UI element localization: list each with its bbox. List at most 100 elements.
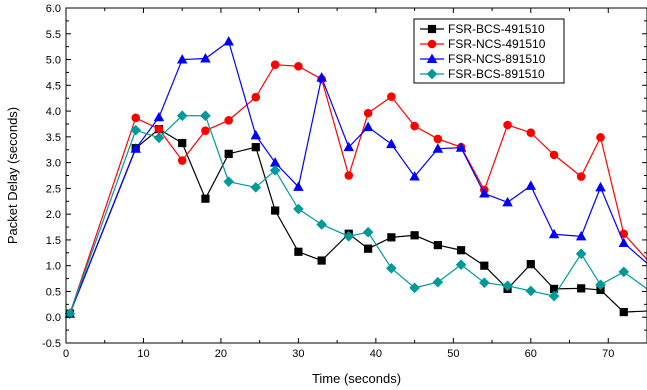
data-point [176,54,188,64]
data-point [548,228,560,239]
data-point [270,60,280,69]
legend-item: FSR-NCS-491510 [420,37,546,51]
data-point [364,244,373,253]
data-point [502,280,513,292]
x-tick-label: 10 [137,348,149,360]
data-point [317,256,326,265]
y-tick-label: 6.0 [46,3,61,15]
data-point [502,196,513,207]
data-point [201,194,210,203]
data-point [153,132,165,144]
data-point [200,110,211,122]
data-point [575,230,587,241]
data-point [433,240,442,250]
legend-item: FSR-BCS-891510 [420,67,545,81]
legend-marker [427,24,437,34]
data-point [577,284,586,293]
data-point [410,231,419,240]
data-point [575,248,587,260]
data-point [316,219,327,230]
data-point [271,206,280,215]
data-point [432,276,444,288]
data-point [201,126,210,135]
y-tick-label: -0.5 [42,338,61,350]
data-point [432,143,444,153]
legend-label: FSR-BCS-891510 [448,67,545,81]
data-point [596,133,605,142]
data-point [526,128,536,138]
data-point [409,171,420,181]
y-tick-label: 1.5 [46,235,61,247]
y-tick-label: 1.0 [46,261,61,273]
data-point [200,53,211,63]
data-point [409,282,420,294]
legend-box [413,18,565,84]
legend-marker [427,39,437,49]
data-point [387,233,396,242]
y-tick-label: 0.5 [46,286,61,298]
data-point [224,116,233,125]
data-point [154,124,164,134]
y-tick-label: 4.5 [46,80,61,92]
data-point [549,150,559,160]
data-point [595,279,606,291]
data-point [130,143,141,153]
data-point [223,176,234,187]
data-point [548,290,560,302]
y-tick-label: 4.0 [46,106,61,118]
data-point [576,172,586,181]
data-point [250,129,262,140]
data-point [294,247,303,256]
data-point [456,246,466,255]
data-point [503,120,512,130]
axes: -0.5 0.0 0.5 1.0 1.5 2.0 2.5 3.0 3.5 4.0 4.5 5.0 5.5… [42,3,647,360]
data-point [293,203,304,215]
series-FSR-BCS-891510 [64,110,647,319]
x-tick-label: 70 [602,348,614,360]
data-point [525,180,537,190]
legend-label: FSR-NCS-491510 [448,37,546,51]
legend-marker [426,68,438,80]
data-point [387,92,396,101]
data-point [251,92,261,102]
data-point [479,277,490,289]
data-point [293,181,304,191]
data-point [595,181,606,192]
data-point [386,138,397,149]
x-axis-title: Time (seconds) [312,371,401,386]
data-point [269,165,281,176]
data-point [251,143,260,152]
y-tick-label: 2.0 [46,209,61,221]
legend-marker [426,53,438,64]
data-point [455,259,467,270]
plot-content [64,36,647,319]
y-tick-label: 3.5 [46,132,61,144]
y-tick-label: 0.0 [46,312,61,324]
data-point [130,124,142,136]
legend-label: FSR-NCS-891510 [448,52,546,66]
series-FSR-NCS-891510 [64,36,647,318]
series-FSR-NCS-491510 [65,60,647,318]
x-tick-label: 0 [63,348,69,360]
legend-item: FSR-NCS-891510 [420,52,546,66]
data-point [178,138,187,148]
y-tick-label: 5.0 [46,55,61,67]
data-point [362,226,374,238]
data-point [316,72,327,82]
data-point [363,108,373,118]
data-point [410,121,419,131]
data-point [131,113,141,123]
y-tick-label: 3.0 [46,158,61,170]
data-point [362,121,374,132]
data-point [176,110,188,122]
series-line [69,64,647,314]
data-point [433,134,443,144]
x-tick-label: 20 [215,348,227,360]
data-point [223,36,234,46]
x-tick-label: 60 [525,348,537,360]
x-tick-label: 40 [370,348,382,360]
x-tick-label: 30 [292,348,304,360]
data-point [525,285,537,297]
y-axis-title: Packet Delay (seconds) [5,107,20,244]
